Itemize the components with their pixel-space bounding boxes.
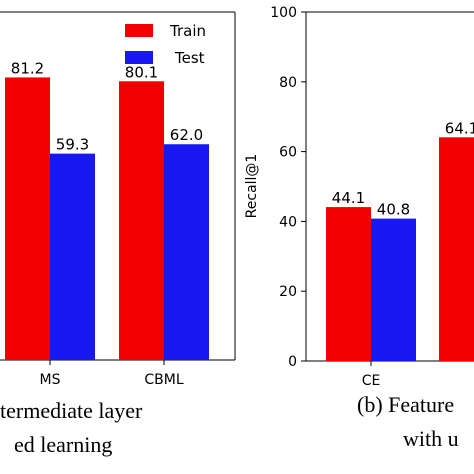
left-caption-line-1: termediate layer <box>0 398 143 423</box>
bar-cat1-train <box>439 137 474 361</box>
bar-ms-train <box>5 77 50 360</box>
x-tick-label: MS <box>40 372 61 388</box>
chart-left: 81.2 59.3 80.1 62.0 MS CBML Train Test <box>0 11 236 388</box>
data-label: 64.1 <box>445 119 474 137</box>
right-caption-line-1: (b) Feature <box>357 392 454 417</box>
bar-ce-train <box>326 207 371 361</box>
bar-cbml-train <box>119 81 164 360</box>
y-tick-label: 100 <box>270 5 297 21</box>
legend-test-swatch <box>125 51 153 64</box>
chart-right: 0 20 40 60 80 100 44.1 40.8 64.1 CE Recall@1 <box>244 5 474 389</box>
data-label: 62.0 <box>170 126 203 144</box>
y-tick-label: 0 <box>288 354 297 370</box>
left-caption-line-2: ed learning <box>14 432 112 457</box>
data-label: 81.2 <box>11 59 44 77</box>
y-tick-label: 60 <box>279 145 297 161</box>
bar-cbml-test <box>164 144 209 360</box>
y-tick-label: 80 <box>279 75 297 91</box>
y-tick-label: 20 <box>279 284 297 300</box>
right-y-axis-label: Recall@1 <box>244 154 260 219</box>
right-caption-line-2: with u <box>403 426 459 451</box>
bar-ms-test <box>50 153 95 360</box>
x-tick-label: CBML <box>144 372 183 388</box>
y-tick-label: 40 <box>279 214 297 230</box>
legend-train-swatch <box>125 24 153 37</box>
data-label: 59.3 <box>56 136 89 154</box>
data-label: 80.1 <box>125 63 158 81</box>
legend-train-label: Train <box>169 22 206 40</box>
data-label: 44.1 <box>332 189 365 207</box>
x-tick-label: CE <box>362 373 381 389</box>
bar-ce-test <box>371 218 416 361</box>
legend: Train Test <box>125 22 206 67</box>
legend-test-label: Test <box>174 49 205 67</box>
data-label: 40.8 <box>377 201 410 219</box>
